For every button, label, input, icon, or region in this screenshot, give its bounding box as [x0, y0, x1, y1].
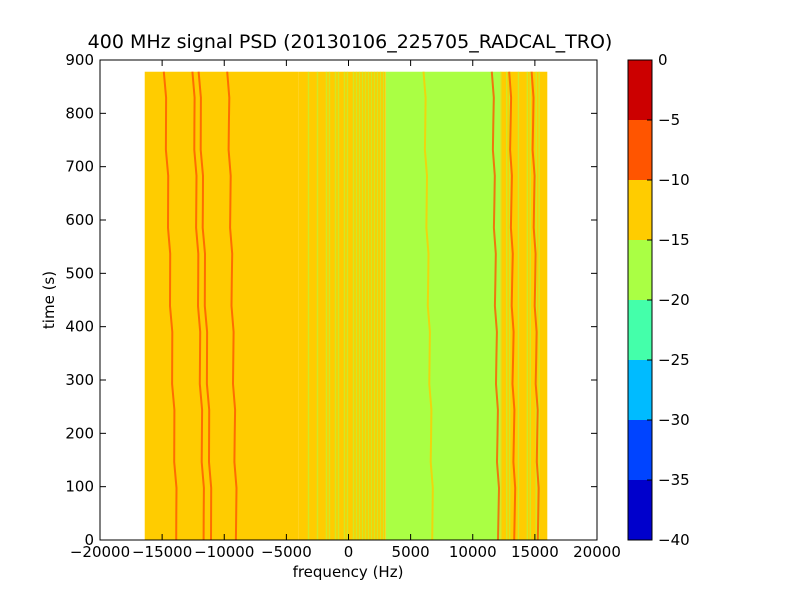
y-tick-label: 300	[65, 371, 94, 389]
heatmap-texture-1	[307, 71, 385, 540]
signal-line-2	[197, 71, 213, 540]
heatmap-region-2	[385, 71, 501, 540]
y-tick-label: 800	[65, 104, 94, 122]
signal-line-4	[422, 71, 434, 540]
colorbar-tick-label: 0	[658, 51, 668, 69]
x-tick-label: 20000	[573, 543, 621, 561]
y-tick-label: 0	[84, 531, 94, 549]
x-tick-label: −20000	[70, 543, 130, 561]
x-tick-label: −15000	[132, 543, 192, 561]
colorbar-band-2	[628, 360, 652, 420]
colorbar-tick-label: −10	[658, 171, 690, 189]
heatmap-region-0	[144, 71, 299, 540]
y-axis-label: time (s)	[40, 271, 58, 329]
colorbar-tick-label: −40	[658, 531, 690, 549]
x-axis-label: frequency (Hz)	[293, 563, 404, 581]
y-axis: 0 100 200 300 400 500 600 700 800 900	[65, 51, 597, 549]
y-tick-label: 700	[65, 158, 94, 176]
x-tick-label: −5000	[261, 543, 312, 561]
signal-line-7	[530, 71, 540, 540]
colorbar: 0 −5 −10 −15 −20 −25 −30 −35 −40	[627, 51, 690, 549]
colorbar-tick-label: −25	[658, 351, 690, 369]
chart-title: 400 MHz signal PSD (20130106_225705_RADC…	[88, 31, 613, 53]
x-tick-label: 10000	[449, 543, 497, 561]
y-tick-label: 500	[65, 264, 94, 282]
colorbar-band-1	[628, 420, 652, 480]
y-tick-label: 600	[65, 211, 94, 229]
colorbar-tick-label: −30	[658, 411, 690, 429]
signal-line-0	[162, 71, 178, 540]
y-tick-label: 200	[65, 424, 94, 442]
colorbar-tick-label: −35	[658, 471, 690, 489]
heatmap-texture-3	[500, 71, 540, 540]
signal-line-6	[508, 71, 517, 540]
colorbar-band-3	[628, 300, 652, 360]
x-tick-label: −10000	[194, 543, 254, 561]
heatmap-region-1	[298, 71, 386, 540]
x-tick-label: 15000	[511, 543, 559, 561]
colorbar-band-0	[628, 480, 652, 540]
colorbar-tick-label: −5	[658, 111, 680, 129]
colorbar-tick-label: −20	[658, 291, 690, 309]
signal-line-1	[191, 71, 205, 540]
y-tick-label: 100	[65, 478, 94, 496]
heatmap-area	[144, 71, 548, 540]
colorbar-band-5	[628, 180, 652, 240]
colorbar-band-4	[628, 240, 652, 300]
signal-line-5	[490, 71, 501, 540]
y-tick-label: 400	[65, 318, 94, 336]
signal-line-3	[226, 71, 238, 540]
colorbar-band-7	[628, 60, 652, 120]
colorbar-band-6	[628, 120, 652, 180]
x-tick-label: 5000	[392, 543, 430, 561]
x-axis: −20000 −15000 −10000 −5000 0 5000 10000 15000 20…	[70, 60, 621, 561]
x-tick-label: 0	[344, 543, 354, 561]
colorbar-tick-label: −15	[658, 231, 690, 249]
y-tick-label: 900	[65, 51, 94, 69]
